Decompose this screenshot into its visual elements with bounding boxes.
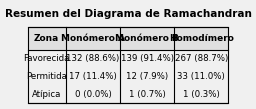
Text: 139 (91.4%): 139 (91.4%): [121, 54, 174, 63]
Text: Resumen del Diagrama de Ramachandran: Resumen del Diagrama de Ramachandran: [5, 9, 251, 19]
Text: Permitida: Permitida: [26, 72, 67, 81]
Text: Favorecida: Favorecida: [24, 54, 70, 63]
Bar: [28, 27, 228, 103]
Text: Monómero B: Monómero B: [115, 34, 179, 43]
Text: 132 (88.6%): 132 (88.6%): [66, 54, 120, 63]
Text: Monómero A: Monómero A: [61, 34, 125, 43]
Text: 12 (7.9%): 12 (7.9%): [126, 72, 168, 81]
Text: Zona: Zona: [34, 34, 59, 43]
Text: 17 (11.4%): 17 (11.4%): [69, 72, 117, 81]
Text: Homodímero: Homodímero: [169, 34, 234, 43]
Text: 33 (11.0%): 33 (11.0%): [177, 72, 225, 81]
Bar: [28, 27, 228, 50]
Text: Atípica: Atípica: [32, 90, 61, 99]
Text: 0 (0.0%): 0 (0.0%): [74, 90, 111, 99]
Text: 1 (0.7%): 1 (0.7%): [129, 90, 165, 99]
Text: 1 (0.3%): 1 (0.3%): [183, 90, 220, 99]
Text: 267 (88.7%): 267 (88.7%): [175, 54, 228, 63]
